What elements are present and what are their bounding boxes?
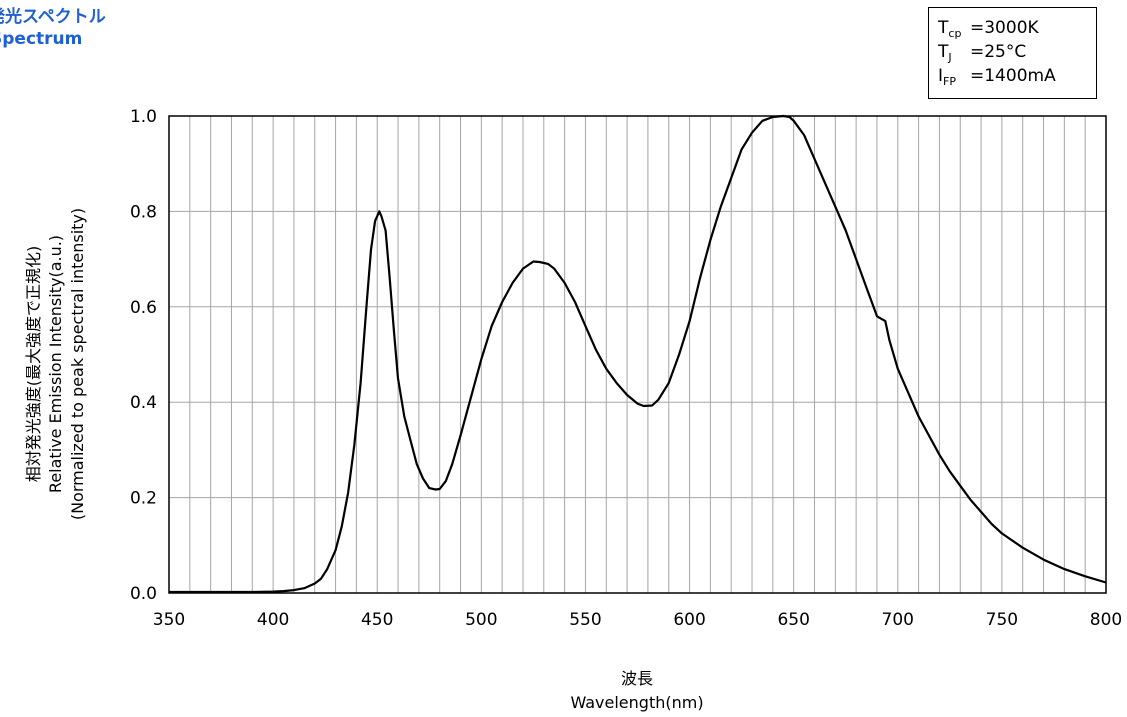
x-axis-label-jp: 波長 xyxy=(620,669,653,688)
condition-symbol: I xyxy=(938,66,944,86)
condition-subscript: FP xyxy=(943,75,956,88)
conditions-box: Tcp =3000K TJ =25°C IFP =1400mA xyxy=(928,7,1097,99)
x-axis-label-en: Wavelength(nm) xyxy=(570,693,704,712)
x-tick-label: 350 xyxy=(153,610,185,630)
x-tick-label: 750 xyxy=(986,610,1018,630)
y-tick-label: 0.6 xyxy=(130,298,157,318)
x-axis-label: 波長 Wavelength(nm) xyxy=(537,667,737,715)
chart-title-jp: 発光スペクトル xyxy=(0,7,106,27)
condition-subscript: J xyxy=(948,51,952,64)
tick-labels: 350 400 450 500 550 600 650 700 750 800 0.0 0.2 0.4 0… xyxy=(130,107,1122,630)
condition-symbol: T xyxy=(938,18,949,38)
plot-frame xyxy=(168,115,1107,594)
y-tick-label: 1.0 xyxy=(130,107,157,127)
chart-title: 発光スペクトル Spectrum xyxy=(0,6,106,50)
y-axis-label-jp: 相対発光強度(最大強度で正規化) xyxy=(24,245,43,483)
condition-ifp: IFP =1400mA xyxy=(938,64,1056,88)
condition-symbol: T xyxy=(938,42,949,62)
y-axis-label: 相対発光強度(最大強度で正規化) Relative Emission Inten… xyxy=(23,208,89,520)
condition-value: =1400mA xyxy=(970,66,1056,86)
x-tick-label: 700 xyxy=(882,610,914,630)
condition-subscript: cp xyxy=(948,27,962,40)
x-tick-label: 800 xyxy=(1090,610,1122,630)
x-tick-label: 450 xyxy=(361,610,393,630)
y-tick-label: 0.2 xyxy=(130,489,157,509)
chart-title-en: Spectrum xyxy=(0,29,83,49)
condition-value: =3000K xyxy=(970,18,1039,38)
x-tick-label: 400 xyxy=(257,610,289,630)
x-tick-label: 600 xyxy=(673,610,705,630)
spectrum-line xyxy=(169,114,1107,594)
y-axis-label-note: (Normalized to peak spectral intensity) xyxy=(68,207,87,521)
condition-tcp: Tcp =3000K xyxy=(938,16,1039,40)
condition-tj: TJ =25°C xyxy=(938,40,1026,64)
grid-lines xyxy=(168,115,1107,594)
y-tick-label: 0.4 xyxy=(130,393,157,413)
y-axis-label-en: Relative Emission Intensity(a.u.) xyxy=(46,234,65,494)
y-tick-label: 0.8 xyxy=(130,202,157,222)
x-tick-label: 650 xyxy=(777,610,809,630)
x-tick-label: 500 xyxy=(465,610,497,630)
condition-value: =25°C xyxy=(970,42,1027,62)
y-tick-label: 0.0 xyxy=(130,584,157,604)
x-tick-label: 550 xyxy=(569,610,601,630)
